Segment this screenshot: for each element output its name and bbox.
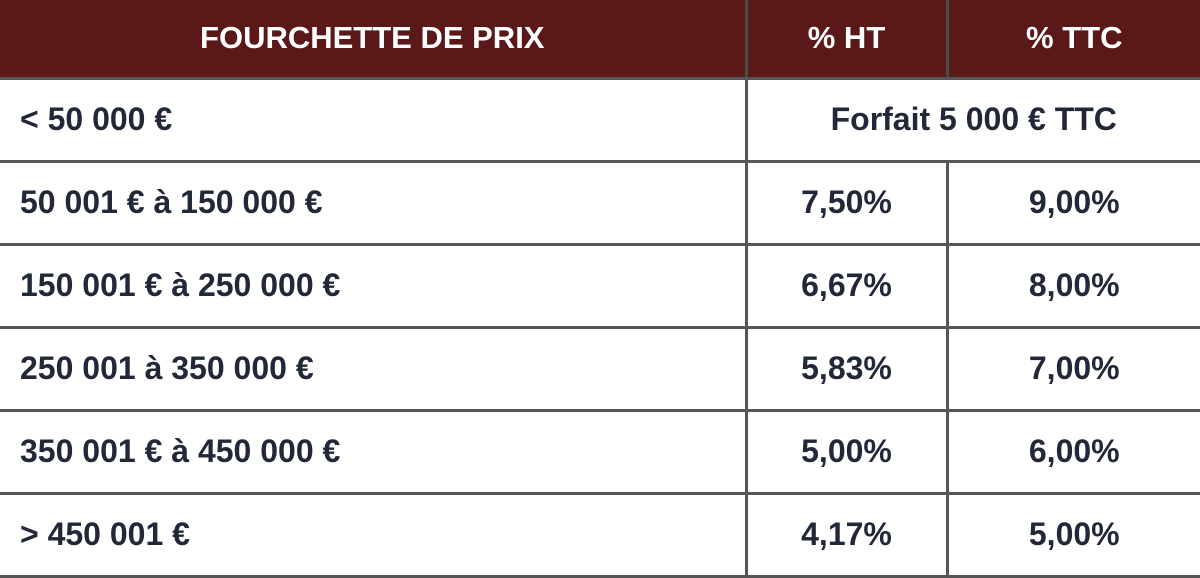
ttc-cell: 8,00% bbox=[945, 242, 1200, 329]
ht-cell: 4,17% bbox=[744, 491, 949, 578]
ttc-cell: 7,00% bbox=[945, 325, 1200, 412]
price-range-cell: 150 001 € à 250 000 € bbox=[0, 242, 748, 329]
price-range-cell: < 50 000 € bbox=[0, 76, 748, 163]
ht-cell: 5,00% bbox=[744, 408, 949, 495]
price-range-cell: > 450 001 € bbox=[0, 491, 748, 578]
table-row: 50 001 € à 150 000 € 7,50% 9,00% bbox=[0, 159, 1200, 246]
header-cell-ht: % HT bbox=[744, 0, 949, 80]
header-row: FOURCHETTE DE PRIX % HT % TTC bbox=[0, 0, 1200, 80]
price-range-cell: 50 001 € à 150 000 € bbox=[0, 159, 748, 246]
ttc-cell: 9,00% bbox=[945, 159, 1200, 246]
ttc-cell: 6,00% bbox=[945, 408, 1200, 495]
ht-cell: 5,83% bbox=[744, 325, 949, 412]
ht-cell: 7,50% bbox=[744, 159, 949, 246]
price-range-cell: 250 001 à 350 000 € bbox=[0, 325, 748, 412]
ttc-cell: 5,00% bbox=[945, 491, 1200, 578]
header-cell-price-range: FOURCHETTE DE PRIX bbox=[0, 0, 748, 80]
table-row-forfait: < 50 000 € Forfait 5 000 € TTC bbox=[0, 76, 1200, 163]
ht-cell: 6,67% bbox=[744, 242, 949, 329]
price-range-cell: 350 001 € à 450 000 € bbox=[0, 408, 748, 495]
table-row: 350 001 € à 450 000 € 5,00% 6,00% bbox=[0, 408, 1200, 495]
table-row: 150 001 € à 250 000 € 6,67% 8,00% bbox=[0, 242, 1200, 329]
table-row: > 450 001 € 4,17% 5,00% bbox=[0, 491, 1200, 578]
table-row: 250 001 à 350 000 € 5,83% 7,00% bbox=[0, 325, 1200, 412]
forfait-cell: Forfait 5 000 € TTC bbox=[744, 76, 1200, 163]
header-cell-ttc: % TTC bbox=[945, 0, 1200, 80]
